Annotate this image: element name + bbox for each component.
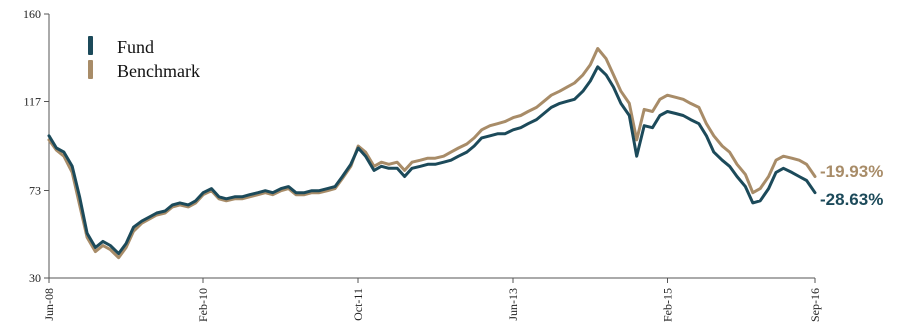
series-line-fund xyxy=(49,67,815,254)
x-tick-label: Sep-16 xyxy=(808,288,822,322)
x-tick: Jun-08 xyxy=(42,278,56,321)
end-label-fund: -28.63% xyxy=(820,190,883,209)
end-label-benchmark: -19.93% xyxy=(820,162,883,181)
y-tick-label: 117 xyxy=(23,94,41,108)
legend-entry-benchmark: Benchmark xyxy=(88,60,200,81)
y-tick: 117 xyxy=(23,94,49,108)
y-tick: 30 xyxy=(29,271,49,285)
x-tick-label: Feb-15 xyxy=(660,288,674,322)
x-ticks: Jun-08 Feb-10 Oct-11 Jun-13 Feb-15 Sep-1… xyxy=(42,278,822,322)
legend-label-benchmark: Benchmark xyxy=(117,61,200,81)
x-tick-label: Oct-11 xyxy=(351,288,365,321)
x-tick: Feb-10 xyxy=(196,278,210,322)
x-tick: Jun-13 xyxy=(506,278,520,321)
y-ticks: 30 73 117 160 xyxy=(23,7,49,285)
y-tick-label: 73 xyxy=(29,184,41,198)
x-tick-label: Jun-13 xyxy=(506,288,520,321)
legend-entry-fund: Fund xyxy=(88,36,154,57)
y-tick-label: 160 xyxy=(23,7,41,21)
legend-swatch-fund xyxy=(88,36,93,55)
legend-swatch-benchmark xyxy=(88,60,93,79)
legend-label-fund: Fund xyxy=(117,37,154,57)
x-tick-label: Jun-08 xyxy=(42,288,56,321)
x-tick: Sep-16 xyxy=(808,278,822,322)
y-tick: 73 xyxy=(29,184,49,198)
x-tick: Feb-15 xyxy=(660,278,674,322)
y-tick-label: 30 xyxy=(29,271,41,285)
legend: Fund Benchmark xyxy=(88,36,200,81)
y-tick: 160 xyxy=(23,7,49,21)
x-tick: Oct-11 xyxy=(351,278,365,321)
x-tick-label: Feb-10 xyxy=(196,288,210,322)
